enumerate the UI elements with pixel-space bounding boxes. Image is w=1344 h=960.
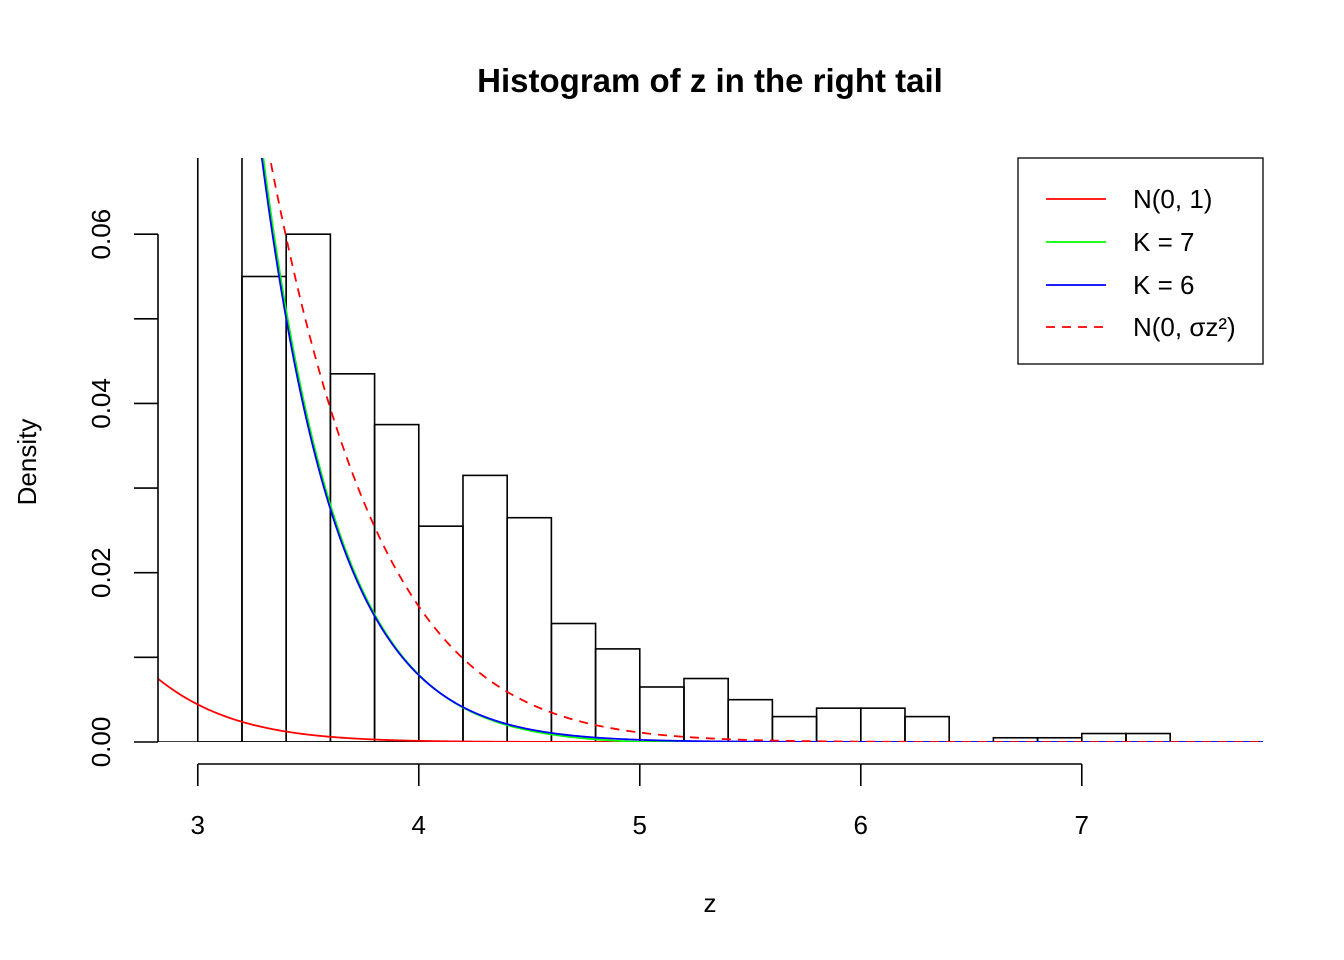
n01-curve [158,677,1263,742]
histogram-bar [815,707,862,742]
legend-label: K = 6 [1133,270,1194,300]
legend: N(0, 1) K = 7 K = 6 N(0, σz²) [1017,157,1264,365]
y-axis: 0.00 0.02 0.04 0.06 [86,209,159,768]
y-tick-label: 0.06 [86,209,116,260]
legend-label: K = 7 [1133,227,1194,257]
legend-label: N(0, σz²) [1133,312,1236,342]
histogram-bars [158,158,1263,742]
histogram-bar [859,707,906,742]
histogram-bar [417,525,464,742]
histogram-bar [683,677,729,742]
histogram-bar [1080,732,1127,742]
x-tick-label: 3 [191,810,205,840]
y-tick-label: 0.02 [86,547,116,598]
y-tick-label: 0.04 [86,378,116,429]
histogram-bar [550,622,597,742]
histogram-bar [1125,732,1171,742]
k6-curve [260,158,1263,742]
density-curves [158,158,1263,742]
chart-title: Histogram of z in the right tail [477,62,943,99]
histogram-bar [241,275,287,742]
x-axis: 3 4 5 6 7 [191,763,1089,840]
x-tick-label: 6 [854,810,868,840]
histogram-bar [594,648,641,742]
histogram-bar [506,516,553,742]
histogram-bar [771,715,818,742]
x-axis-label: z [704,888,717,918]
histogram-bar [373,423,420,742]
histogram-bar [904,715,950,742]
x-tick-label: 4 [412,810,426,840]
legend-label: N(0, 1) [1133,184,1212,214]
histogram-bar [727,698,774,742]
histogram-bar [462,474,508,742]
y-tick-label: 0.00 [86,717,116,768]
histogram-bar [196,158,243,742]
y-axis-label: Density [12,419,42,506]
x-tick-label: 5 [633,810,647,840]
n0-sigma-curve [269,158,1263,742]
k7-curve [262,158,1263,742]
legend-box [1017,157,1264,365]
x-tick-label: 7 [1075,810,1089,840]
